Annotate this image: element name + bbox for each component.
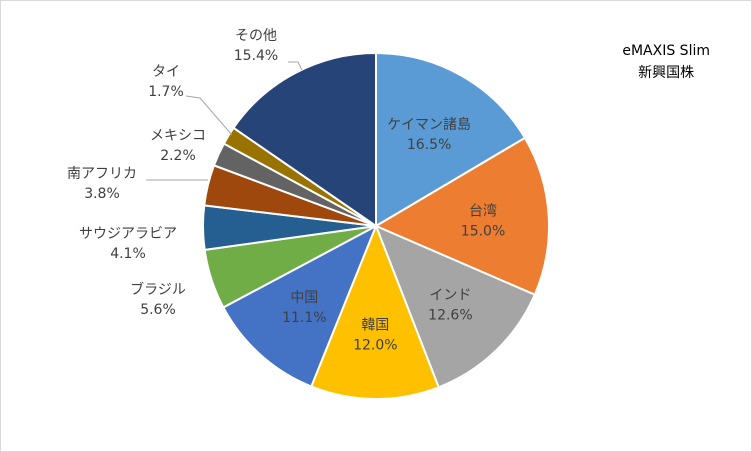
slice-value-label: 16.5% <box>407 137 451 153</box>
slice-category-label: 台湾 <box>469 202 497 219</box>
chart-title: eMAXIS Slim 新興国株 <box>622 40 710 84</box>
chart-title-line-2: 新興国株 <box>638 65 695 81</box>
slice-category-label: その他 <box>235 28 277 44</box>
slice-category-label: ブラジル <box>130 281 186 298</box>
slice-value-label: 3.8% <box>84 186 120 202</box>
leader-line <box>288 61 303 71</box>
slice-value-label: 12.6% <box>428 307 472 323</box>
pie-slice <box>373 136 550 297</box>
pie-slice <box>375 51 527 228</box>
slice-category-label: タイ <box>152 64 180 80</box>
leader-line <box>185 95 233 136</box>
slice-category-label: 韓国 <box>361 317 389 333</box>
slice-value-label: 2.2% <box>160 148 196 164</box>
slice-category-label: インド <box>429 287 471 303</box>
pie-slice <box>310 223 440 400</box>
slice-category-label: サウジアラビア <box>79 226 177 242</box>
slice-category-label: ケイマン諸島 <box>387 117 471 133</box>
slice-category-label: 南アフリカ <box>67 166 137 182</box>
leader-lines <box>146 61 303 181</box>
pie-slice <box>374 224 537 389</box>
pie-slices <box>202 51 550 400</box>
slice-value-label: 15.0% <box>461 223 505 239</box>
slice-value-label: 1.7% <box>148 84 184 100</box>
pie-slice <box>232 51 377 228</box>
slice-value-label: 11.1% <box>282 310 326 326</box>
chart-title-line-1: eMAXIS Slim <box>622 43 710 59</box>
slice-category-label: メキシコ <box>150 128 206 144</box>
slice-value-label: 15.4% <box>234 48 278 64</box>
slice-labels: ケイマン諸島 16.5% 台湾 15.0% インド 12.6% 韓国 12.0% 中国 11.1%… <box>67 28 505 353</box>
slice-value-label: 4.1% <box>110 246 146 262</box>
pie-slice <box>222 223 378 388</box>
slice-value-label: 5.6% <box>140 302 176 318</box>
slice-value-label: 12.0% <box>353 337 397 353</box>
slice-category-label: 中国 <box>290 290 318 306</box>
